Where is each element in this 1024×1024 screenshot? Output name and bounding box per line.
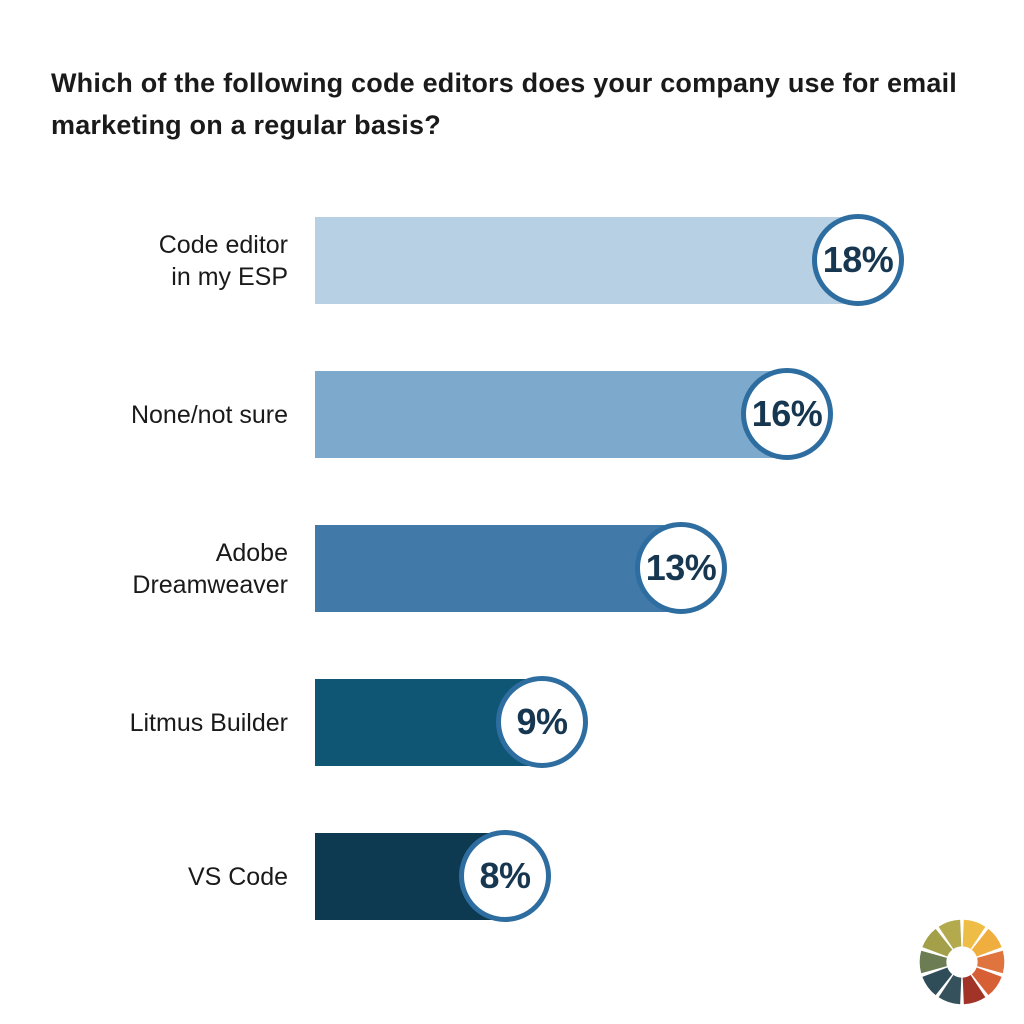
logo-segment <box>971 928 1002 957</box>
value-badge: 18% <box>812 214 904 306</box>
category-label: Code editor in my ESP <box>158 230 288 291</box>
logo-segment <box>938 975 962 1005</box>
bar <box>315 371 787 458</box>
value-label: 9% <box>516 701 568 742</box>
chart-title: Which of the following code editors does… <box>51 68 958 140</box>
bar-row: Adobe Dreamweaver 13% <box>0 522 1024 614</box>
value-label: 18% <box>822 239 894 280</box>
value-label: 13% <box>645 547 717 588</box>
logo-segment <box>938 919 962 949</box>
category-label: None/not sure <box>130 400 288 429</box>
logo-segment <box>922 928 953 957</box>
bar-row: Litmus Builder 9% <box>0 676 1024 768</box>
color-wheel-logo-icon <box>919 919 1005 1005</box>
value-badge: 8% <box>459 830 551 922</box>
bar <box>315 525 681 612</box>
value-badge: 9% <box>496 676 588 768</box>
logo-segment <box>971 967 1002 996</box>
value-label: 16% <box>751 393 823 434</box>
logo-segment <box>962 919 986 949</box>
value-badge: 13% <box>635 522 727 614</box>
logo-segment <box>977 950 1005 974</box>
logo-segment <box>919 950 947 974</box>
category-label: Litmus Builder <box>129 708 288 737</box>
value-badge: 16% <box>741 368 833 460</box>
bar <box>315 217 858 304</box>
value-label: 8% <box>479 855 531 896</box>
bar-row: Code editor in my ESP 18% <box>0 214 1024 306</box>
category-label: VS Code <box>187 862 288 891</box>
category-label: Adobe Dreamweaver <box>132 538 288 599</box>
logo-segment <box>962 975 986 1005</box>
bar-row: None/not sure 16% <box>0 368 1024 460</box>
bar-row: VS Code 8% <box>0 830 1024 922</box>
logo-segment <box>922 967 953 996</box>
